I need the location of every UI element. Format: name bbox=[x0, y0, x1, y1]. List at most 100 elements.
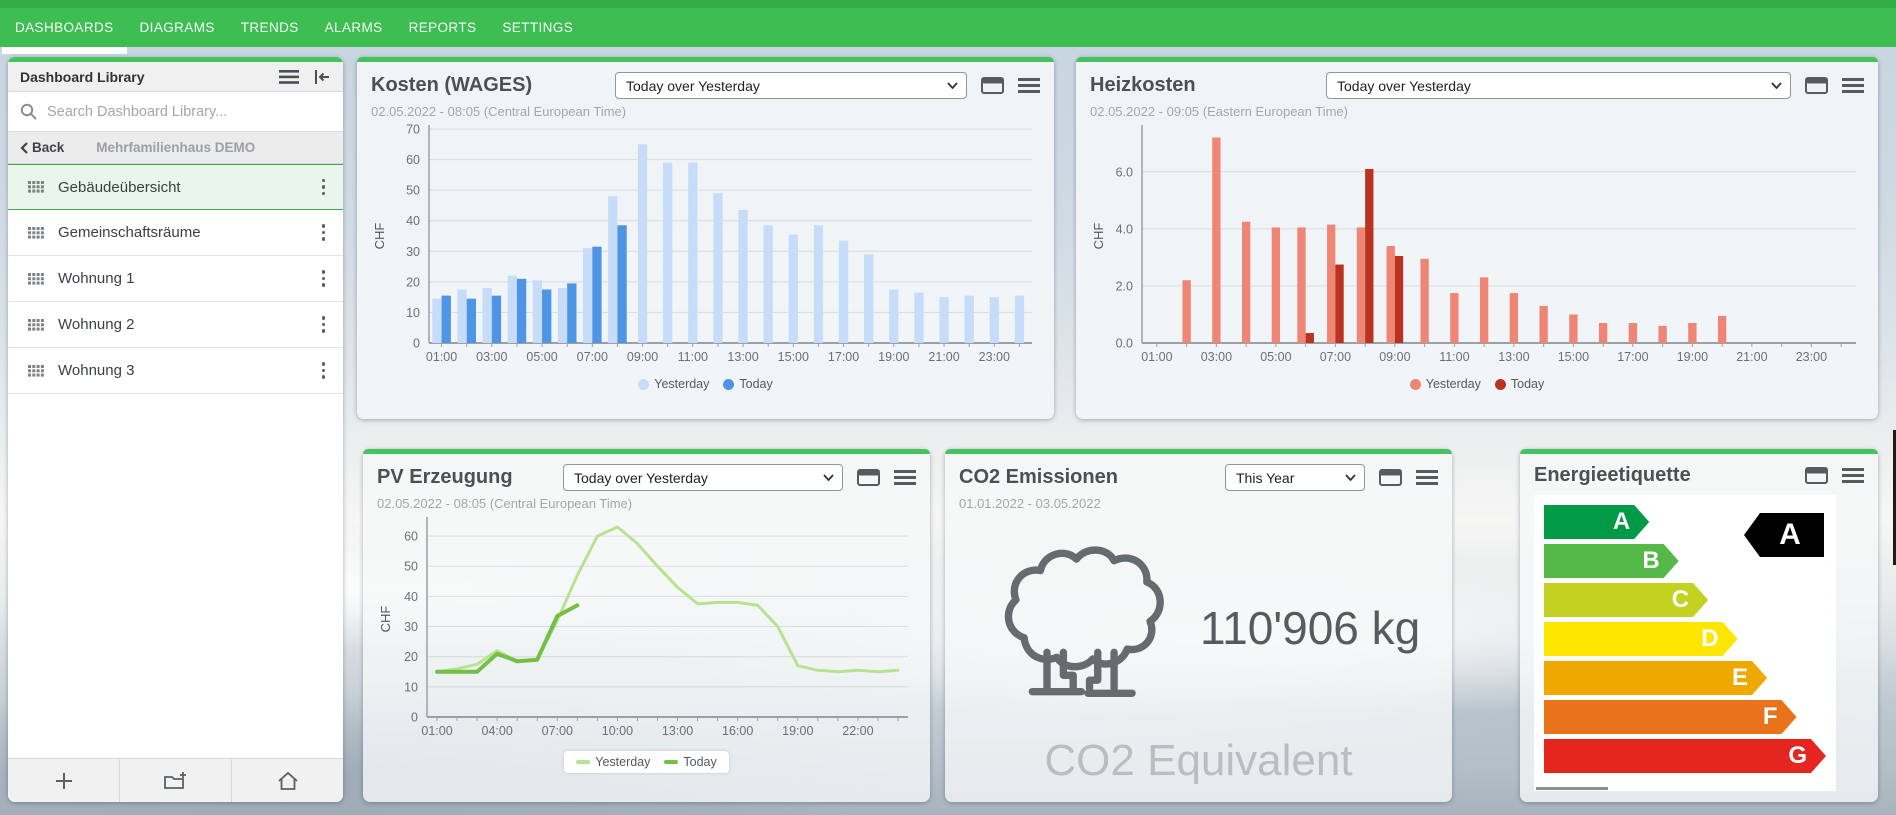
item-options-icon[interactable] bbox=[314, 218, 334, 247]
card-accent-bar bbox=[945, 449, 1452, 454]
legend-today[interactable]: Today bbox=[664, 755, 717, 769]
sidebar-item-wohnung-3[interactable]: Wohnung 3 bbox=[8, 348, 343, 394]
panel-view-icon[interactable] bbox=[1805, 467, 1828, 484]
energy-grade-d: D bbox=[1544, 622, 1738, 656]
svg-text:19:00: 19:00 bbox=[878, 350, 909, 364]
energy-grade-b: B bbox=[1544, 544, 1679, 578]
svg-text:04:00: 04:00 bbox=[482, 724, 513, 738]
pv-title: PV Erzeugung bbox=[377, 466, 513, 488]
co2-period-select[interactable]: This Year bbox=[1225, 464, 1365, 491]
home-icon bbox=[277, 771, 298, 790]
grid-icon bbox=[28, 364, 44, 377]
card-menu-icon[interactable] bbox=[1018, 78, 1040, 93]
svg-text:13:00: 13:00 bbox=[662, 724, 693, 738]
sidebar-item-wohnung-2[interactable]: Wohnung 2 bbox=[8, 302, 343, 348]
search-input[interactable] bbox=[47, 103, 331, 120]
svg-text:09:00: 09:00 bbox=[1379, 350, 1410, 364]
energy-grade-c: C bbox=[1544, 583, 1708, 617]
energy-title: Energieetiquette bbox=[1534, 464, 1691, 486]
grid-icon bbox=[28, 272, 44, 285]
legend-today[interactable]: Today bbox=[723, 377, 773, 391]
vertical-scrollbar[interactable] bbox=[1893, 430, 1896, 565]
add-dashboard-button[interactable] bbox=[8, 759, 119, 802]
sidebar-item-gemeinschaftsr-ume[interactable]: Gemeinschaftsräume bbox=[8, 210, 343, 256]
co2-value: 110'906 kg bbox=[1200, 602, 1421, 654]
svg-text:30: 30 bbox=[404, 620, 418, 634]
svg-text:23:00: 23:00 bbox=[979, 350, 1010, 364]
energy-grade-a: A bbox=[1544, 505, 1649, 539]
chevron-down-icon bbox=[1345, 474, 1356, 481]
svg-text:CHF: CHF bbox=[1091, 223, 1106, 250]
sidebar-search bbox=[8, 92, 343, 132]
sidebar-breadcrumb-row: Back Mehrfamilienhaus DEMO bbox=[8, 132, 343, 164]
heizkosten-legend: Yesterday Today bbox=[1090, 377, 1864, 391]
panel-view-icon[interactable] bbox=[1805, 77, 1828, 94]
folder-plus-icon bbox=[163, 771, 186, 789]
item-options-icon[interactable] bbox=[314, 264, 334, 293]
nav-item-reports[interactable]: REPORTS bbox=[408, 20, 477, 35]
card-menu-icon[interactable] bbox=[1416, 470, 1438, 485]
svg-text:10: 10 bbox=[404, 680, 418, 694]
svg-text:50: 50 bbox=[406, 184, 420, 198]
panel-view-icon[interactable] bbox=[981, 77, 1004, 94]
menu-icon[interactable] bbox=[279, 69, 299, 84]
heizkosten-title: Heizkosten bbox=[1090, 74, 1196, 96]
heizkosten-subtitle: 02.05.2022 - 09:05 (Eastern European Tim… bbox=[1090, 104, 1348, 119]
svg-text:0: 0 bbox=[411, 711, 418, 725]
svg-text:17:00: 17:00 bbox=[828, 350, 859, 364]
collapse-sidebar-icon[interactable] bbox=[313, 69, 331, 85]
sidebar-item-label: Wohnung 1 bbox=[58, 270, 135, 287]
card-menu-icon[interactable] bbox=[1842, 78, 1864, 93]
card-menu-icon[interactable] bbox=[894, 470, 916, 485]
heizkosten-period-select[interactable]: Today over Yesterday bbox=[1326, 72, 1791, 99]
chevron-down-icon bbox=[823, 474, 834, 481]
energy-rating-indicator: A bbox=[1744, 513, 1824, 557]
legend-yesterday[interactable]: Yesterday bbox=[1409, 377, 1481, 391]
home-button[interactable] bbox=[231, 759, 343, 802]
legend-yesterday[interactable]: Yesterday bbox=[638, 377, 709, 391]
pv-card: PV Erzeugung Today over Yesterday 02.05.… bbox=[363, 449, 930, 802]
card-accent-bar bbox=[363, 449, 930, 454]
panel-view-icon[interactable] bbox=[1379, 469, 1402, 486]
item-options-icon[interactable] bbox=[314, 356, 334, 385]
nav-item-diagrams[interactable]: DIAGRAMS bbox=[139, 20, 215, 35]
sidebar-item-wohnung-1[interactable]: Wohnung 1 bbox=[8, 256, 343, 302]
svg-text:15:00: 15:00 bbox=[778, 350, 809, 364]
svg-text:11:00: 11:00 bbox=[1439, 350, 1469, 364]
legend-today[interactable]: Today bbox=[1494, 377, 1544, 391]
legend-yesterday[interactable]: Yesterday bbox=[576, 755, 650, 769]
horizontal-scrollbar[interactable] bbox=[1536, 787, 1608, 790]
kosten-period-select[interactable]: Today over Yesterday bbox=[615, 72, 967, 99]
svg-text:07:00: 07:00 bbox=[1320, 350, 1351, 364]
sidebar-title: Dashboard Library bbox=[20, 68, 145, 85]
search-icon bbox=[20, 103, 37, 120]
grade-letter: F bbox=[1762, 703, 1778, 730]
svg-text:50: 50 bbox=[404, 560, 418, 574]
svg-text:4.0: 4.0 bbox=[1116, 222, 1133, 236]
svg-text:0.0: 0.0 bbox=[1116, 337, 1133, 351]
kosten-title: Kosten (WAGES) bbox=[371, 74, 533, 96]
svg-text:60: 60 bbox=[406, 153, 420, 167]
pv-period-select[interactable]: Today over Yesterday bbox=[563, 464, 843, 491]
back-button[interactable]: Back bbox=[20, 140, 64, 155]
breadcrumb: Mehrfamilienhaus DEMO bbox=[96, 140, 256, 155]
sidebar-item-geb-ude-bersicht[interactable]: Gebäudeübersicht bbox=[8, 164, 343, 210]
svg-text:20: 20 bbox=[404, 650, 418, 664]
nav-item-trends[interactable]: TRENDS bbox=[240, 20, 299, 35]
nav-item-settings[interactable]: SETTINGS bbox=[502, 20, 574, 35]
panel-view-icon[interactable] bbox=[857, 469, 880, 486]
item-options-icon[interactable] bbox=[314, 310, 334, 339]
grade-letter: D bbox=[1701, 625, 1719, 652]
add-folder-button[interactable] bbox=[119, 759, 231, 802]
nav-item-alarms[interactable]: ALARMS bbox=[324, 20, 383, 35]
card-menu-icon[interactable] bbox=[1842, 468, 1864, 483]
svg-text:13:00: 13:00 bbox=[1498, 350, 1529, 364]
co2-subtitle: 01.01.2022 - 03.05.2022 bbox=[959, 496, 1101, 511]
energy-grade-g: G bbox=[1544, 739, 1826, 773]
nav-item-dashboards[interactable]: DASHBOARDS bbox=[2, 8, 127, 54]
svg-text:40: 40 bbox=[406, 214, 420, 228]
svg-text:07:00: 07:00 bbox=[542, 724, 573, 738]
item-options-icon[interactable] bbox=[314, 173, 334, 202]
